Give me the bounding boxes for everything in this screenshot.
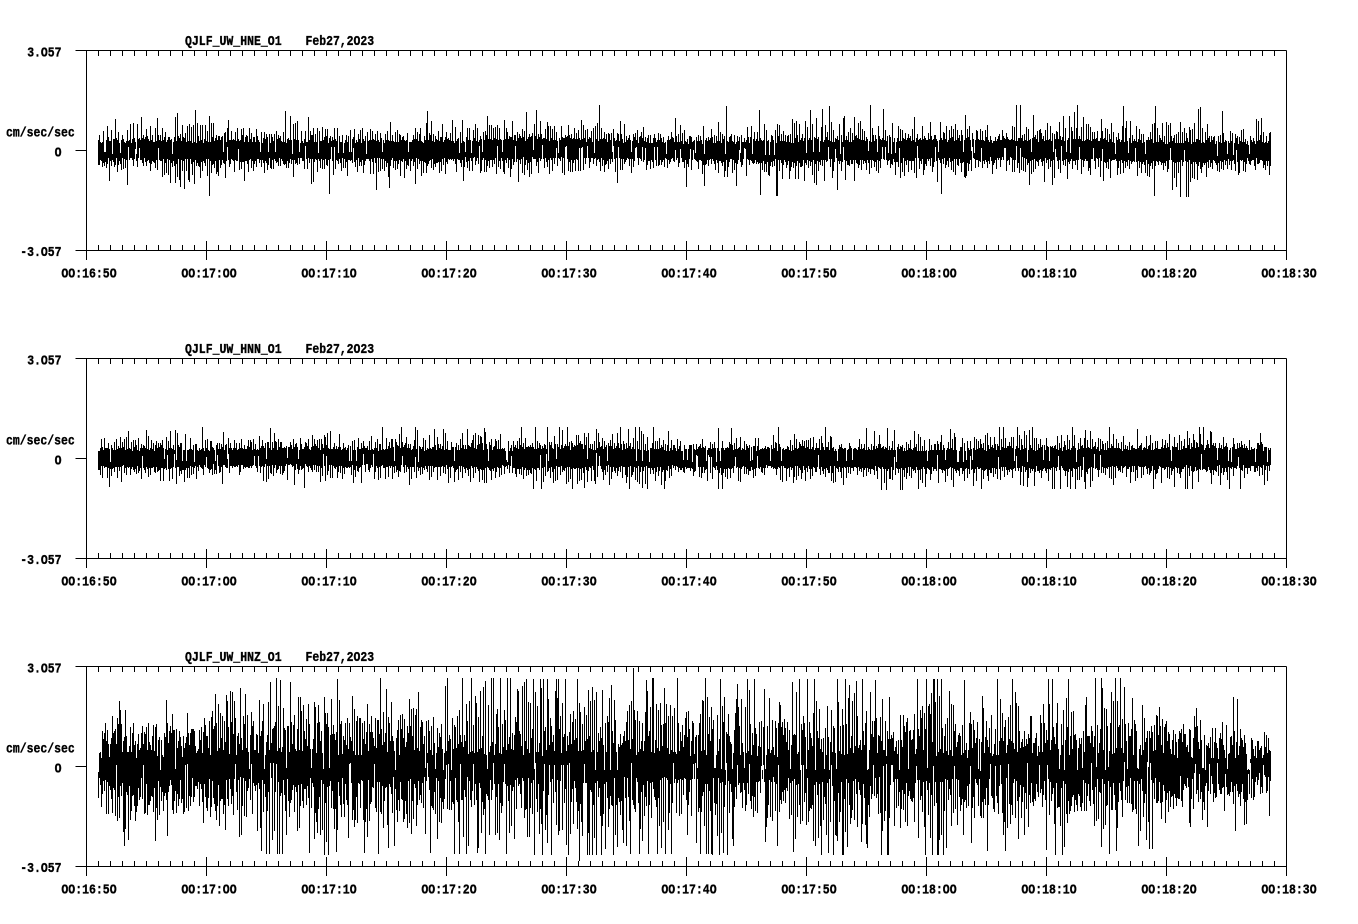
svg-text:OO:17:4O: OO:17:4O [661,576,716,591]
svg-text:-3.O57: -3.O57 [20,554,61,569]
svg-text:O: O [55,762,62,777]
svg-text:OO:17:1O: OO:17:1O [301,268,356,283]
svg-text:OO:17:4O: OO:17:4O [661,268,716,283]
svg-text:-3.O57: -3.O57 [20,246,61,261]
svg-text:OO:18:2O: OO:18:2O [1141,884,1196,899]
svg-text:OO:17:5O: OO:17:5O [781,576,836,591]
svg-text:OO:17:3O: OO:17:3O [541,268,596,283]
svg-text:Feb27,2O23: Feb27,2O23 [306,343,375,358]
svg-text:OO:17:5O: OO:17:5O [781,268,836,283]
svg-text:QJLF_UW_HNN_O1: QJLF_UW_HNN_O1 [185,343,282,358]
svg-text:3.O57: 3.O57 [27,354,61,369]
svg-text:3.O57: 3.O57 [27,662,61,677]
svg-text:-3.O57: -3.O57 [20,862,61,877]
svg-text:OO:17:2O: OO:17:2O [421,576,476,591]
svg-text:OO:18:1O: OO:18:1O [1021,268,1076,283]
svg-text:OO:18:3O: OO:18:3O [1261,576,1316,591]
svg-text:OO:16:5O: OO:16:5O [61,576,116,591]
svg-text:OO:18:1O: OO:18:1O [1021,884,1076,899]
svg-text:OO:18:2O: OO:18:2O [1141,268,1196,283]
svg-text:QJLF_UW_HNE_O1: QJLF_UW_HNE_O1 [185,35,282,50]
svg-text:OO:17:OO: OO:17:OO [181,268,236,283]
svg-text:OO:17:5O: OO:17:5O [781,884,836,899]
svg-text:OO:17:3O: OO:17:3O [541,576,596,591]
svg-text:OO:17:4O: OO:17:4O [661,884,716,899]
svg-text:OO:17:1O: OO:17:1O [301,884,356,899]
svg-text:OO:18:1O: OO:18:1O [1021,576,1076,591]
svg-text:OO:17:OO: OO:17:OO [181,576,236,591]
svg-text:OO:18:2O: OO:18:2O [1141,576,1196,591]
svg-text:OO:17:1O: OO:17:1O [301,576,356,591]
svg-text:OO:18:OO: OO:18:OO [901,576,956,591]
svg-text:cm/sec/sec: cm/sec/sec [6,743,75,758]
svg-text:OO:18:3O: OO:18:3O [1261,268,1316,283]
svg-text:cm/sec/sec: cm/sec/sec [6,435,75,450]
svg-text:OO:17:3O: OO:17:3O [541,884,596,899]
svg-text:OO:18:OO: OO:18:OO [901,268,956,283]
svg-text:OO:18:3O: OO:18:3O [1261,884,1316,899]
svg-text:O: O [55,454,62,469]
svg-text:OO:16:5O: OO:16:5O [61,268,116,283]
svg-text:OO:16:5O: OO:16:5O [61,884,116,899]
svg-text:QJLF_UW_HNZ_O1: QJLF_UW_HNZ_O1 [185,651,282,666]
svg-text:OO:17:2O: OO:17:2O [421,884,476,899]
svg-text:O: O [55,146,62,161]
svg-text:3.O57: 3.O57 [27,46,61,61]
svg-text:Feb27,2O23: Feb27,2O23 [306,651,375,666]
svg-text:OO:17:OO: OO:17:OO [181,884,236,899]
svg-text:cm/sec/sec: cm/sec/sec [6,127,75,142]
svg-text:OO:18:OO: OO:18:OO [901,884,956,899]
svg-text:Feb27,2O23: Feb27,2O23 [306,35,375,50]
svg-text:OO:17:2O: OO:17:2O [421,268,476,283]
